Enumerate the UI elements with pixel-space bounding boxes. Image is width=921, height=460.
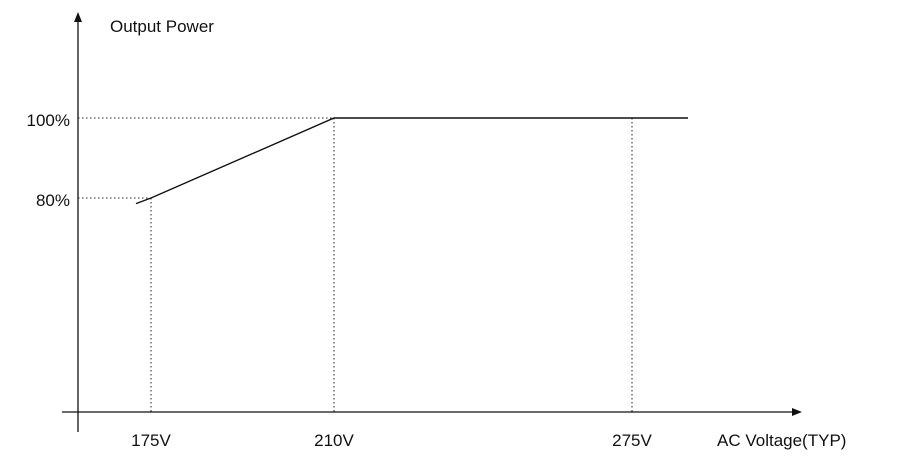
output-power-curve	[135, 117, 688, 205]
x-axis-title: AC Voltage(TYP)	[717, 431, 846, 450]
y-axis-arrowhead	[74, 12, 82, 22]
x-tick-label-175v: 175V	[131, 431, 171, 450]
x-tick-label-275v: 275V	[612, 431, 652, 450]
y-tick-label-100: 100%	[27, 111, 70, 130]
x-axis-arrowhead	[792, 408, 802, 416]
y-tick-label-80: 80%	[36, 191, 70, 210]
y-axis-title: Output Power	[110, 17, 214, 36]
x-tick-label-210v: 210V	[314, 431, 354, 450]
